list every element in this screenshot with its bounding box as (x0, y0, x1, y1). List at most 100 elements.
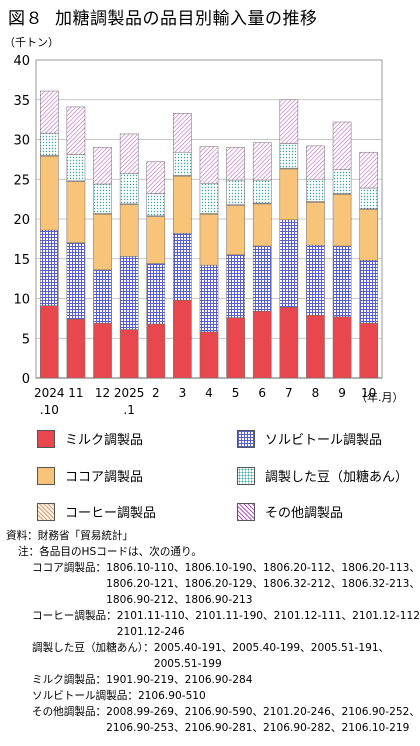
legend-item-coffee: コーヒー調製品 (37, 502, 156, 521)
bar-segment-sorbitol (40, 229, 59, 306)
bar-segment-other (359, 151, 378, 189)
x-tick-label: 2024 (34, 386, 65, 400)
bar-segment-beans (146, 193, 166, 217)
bar-segment-milk (146, 323, 166, 379)
hs-entry: ソルビトール調製品： 2106.90-510 (6, 688, 420, 704)
x-tick-sublabel: .1 (123, 403, 134, 417)
hs-code-line: 2101.12-246 (116, 626, 185, 638)
hs-code-line: 2005.51-199 (153, 658, 222, 670)
hs-entry: ミルク調製品： 1901.90-219、2106.90-284 (6, 672, 420, 688)
hs-entry-label: コーヒー調製品： (32, 610, 117, 622)
bar-segment-beans (279, 143, 299, 169)
hs-code-line: 2008.99-269、2106.90-590、2101.20-246、2106… (106, 706, 420, 718)
x-tick-label: 9 (338, 386, 346, 400)
x-axis-label: （年.月） (356, 390, 404, 404)
hs-entry-label: その他調製品： (32, 706, 107, 718)
bar-segment-sorbitol (252, 245, 272, 312)
legend-item-milk: ミルク調製品 (37, 429, 143, 448)
bar-segment-beans (252, 179, 272, 204)
hs-code-line: 1901.90-219、2106.90-284 (106, 674, 253, 686)
bar-segment-beans (66, 154, 86, 182)
bar-segment-milk (66, 318, 86, 379)
y-axis-label: （千トン） (4, 36, 59, 49)
x-tick-label: 6 (258, 386, 266, 400)
bar-segment-milk (119, 329, 139, 379)
bar-segment-cocoa (226, 205, 245, 256)
x-tick-label: 4 (205, 386, 213, 400)
bar-segment-milk (93, 322, 112, 379)
hs-entry-codes: 2106.90-510 (138, 688, 206, 704)
hs-entry-codes: 1806.10-110、1806.10-190、1806.20-112、1806… (106, 560, 420, 608)
bar-segment-other (199, 146, 219, 184)
source-text: 財務省「貿易統計」 (37, 530, 134, 542)
source-line: 資料：財務省「貿易統計」 (6, 528, 420, 544)
hs-entry: ココア調製品： 1806.10-110、1806.10-190、1806.20-1… (6, 560, 420, 608)
bar-segment-beans (306, 179, 325, 202)
x-tick-label: 3 (179, 386, 187, 400)
bar-segment-beans (226, 179, 245, 205)
y-tick-label: 35 (13, 94, 30, 109)
bar-segment-milk (173, 299, 192, 379)
bar-segment-milk (279, 306, 299, 379)
bar-segment-milk (40, 305, 59, 379)
x-tick-label: 10 (361, 386, 376, 400)
bar-segment-cocoa (306, 202, 325, 246)
bar-segment-beans (119, 173, 139, 205)
note-text: 各品目のHSコードは、次の通り。 (39, 546, 202, 558)
y-tick-label: 20 (13, 213, 30, 228)
bar-segment-milk (306, 314, 325, 379)
x-tick-label: 5 (232, 386, 240, 400)
bar-segment-cocoa (173, 175, 192, 234)
bar-segment-sorbitol (173, 233, 192, 301)
hs-entry-label: ソルビトール調製品： (32, 690, 138, 702)
legend-label-other: その他調製品 (265, 506, 344, 521)
hs-code-line: 2106.90-510 (137, 690, 206, 702)
x-tick-labels: 2024 .10 11 12 2025 .1 2 3 4 5 6 7 8 9 10 (34, 386, 376, 417)
legend-label-coffee: コーヒー調製品 (65, 506, 157, 521)
x-tick-label: 7 (285, 386, 293, 400)
legend-item-sorbitol: ソルビトール調製品 (237, 429, 382, 448)
legend-label-beans: 調製した豆（加糖あん） (265, 470, 409, 485)
bar-segment-cocoa (119, 204, 139, 257)
bar-segment-other (252, 142, 272, 181)
x-tick-label: 12 (95, 386, 110, 400)
hs-entry-codes: 2008.99-269、2106.90-590、2101.20-246、2106… (106, 704, 420, 736)
hs-entry-codes: 1901.90-219、2106.90-284 (106, 672, 252, 688)
x-tick-label: 11 (68, 386, 83, 400)
y-tick-labels: 0 5 10 15 20 25 30 35 40 (13, 54, 30, 387)
hs-code-line: 1806.10-110、1806.10-190、1806.20-112、1806… (106, 562, 420, 574)
legend-label-milk: ミルク調製品 (65, 433, 144, 448)
bar-segment-milk (252, 310, 272, 379)
hs-entry: コーヒー調製品： 2101.11-110、2101.11-190、2101.12-… (6, 608, 420, 640)
hs-entry-codes: 2101.11-110、2101.11-190、2101.12-111、2101… (117, 608, 420, 640)
figure-number: 図８ (8, 9, 43, 29)
bar-segment-other (173, 113, 192, 153)
y-tick-label: 10 (13, 293, 30, 308)
legend-swatch-other (237, 502, 255, 521)
bar-segment-beans (332, 169, 352, 194)
hs-entry-label: ミルク調製品： (32, 674, 107, 686)
hs-entry: 調製した豆（加糖あん）： 2005.40-191、2005.40-199、2005… (6, 640, 420, 672)
bar-segment-cocoa (66, 181, 86, 244)
legend-label-sorbitol: ソルビトール調製品 (265, 433, 383, 448)
hs-entry: その他調製品： 2008.99-269、2106.90-590、2101.20-2… (6, 704, 420, 736)
legend-label-cocoa: ココア調製品 (65, 470, 144, 485)
x-tick-label: 2025 (114, 386, 145, 400)
bar-segment-beans (199, 182, 219, 214)
chart-title: 図８ 加糖調製品の品目別輸入量の推移 (8, 4, 318, 29)
bars-group (40, 90, 378, 379)
legend-swatch-cocoa (37, 466, 55, 485)
y-tick-label: 15 (13, 253, 30, 268)
bar-segment-other (119, 133, 139, 174)
bar-segment-cocoa (199, 213, 219, 266)
hs-code-line: 2005.40-191、2005.40-199、2005.51-191、 (153, 642, 390, 654)
hs-code-line: 1806.20-121、1806.20-129、1806.32-212、1806… (106, 578, 420, 590)
legend-swatch-coffee (37, 502, 55, 521)
hs-code-line: 2101.11-110、2101.11-190、2101.12-111、2101… (116, 610, 420, 622)
bar-segment-sorbitol (306, 244, 325, 316)
notes-block: 資料：財務省「貿易統計」 注：各品目のHSコードは、次の通り。 ココア調製品： 1… (6, 528, 420, 736)
legend-item-other: その他調製品 (237, 502, 343, 521)
bar-segment-cocoa (146, 216, 166, 264)
bar-segment-milk (332, 316, 352, 379)
legend-swatch-beans (237, 466, 255, 485)
